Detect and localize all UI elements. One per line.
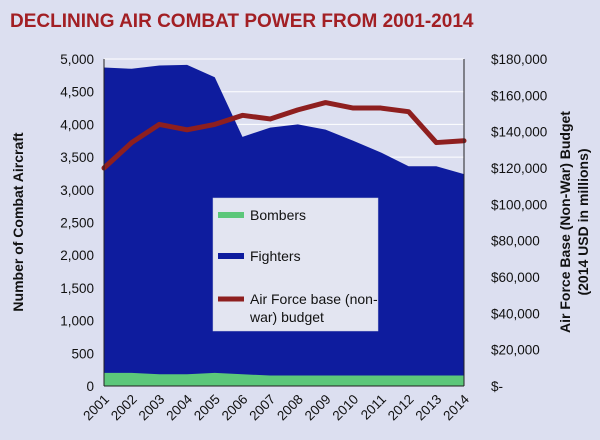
legend-label-budget-line1: Air Force base (non- bbox=[250, 291, 378, 307]
y2-axis-label-line2: (2014 USD in millions) bbox=[575, 148, 591, 295]
chart-title: DECLINING AIR COMBAT POWER FROM 2001-201… bbox=[10, 11, 474, 32]
x-tick-label: 2010 bbox=[329, 392, 361, 424]
x-tick-label: 2004 bbox=[163, 391, 195, 423]
y2-tick-label: $100,000 bbox=[491, 197, 547, 212]
y-tick-label: 1,500 bbox=[60, 281, 94, 296]
y-tick-label: 4,000 bbox=[60, 117, 94, 132]
y-tick-label: 4,500 bbox=[60, 85, 94, 100]
legend-label-bombers: Bombers bbox=[250, 207, 306, 223]
legend-swatch-fighters bbox=[218, 253, 244, 259]
x-tick-label: 2008 bbox=[274, 392, 306, 424]
x-tick-label: 2001 bbox=[80, 392, 112, 424]
x-tick-label: 2002 bbox=[108, 392, 140, 424]
x-tick-label: 2005 bbox=[191, 392, 223, 424]
y-tick-label: 3,000 bbox=[60, 183, 94, 198]
y-tick-label: 2,500 bbox=[60, 216, 94, 231]
y-tick-label: 0 bbox=[86, 379, 94, 394]
x-tick-label: 2009 bbox=[302, 392, 334, 424]
y2-axis-label-line1: Air Force Base (Non-War) Budget bbox=[557, 111, 573, 333]
x-tick-label: 2003 bbox=[136, 392, 168, 424]
y2-tick-label: $40,000 bbox=[491, 306, 540, 321]
y2-tick-label: $160,000 bbox=[491, 88, 547, 103]
y2-tick-label: $120,000 bbox=[491, 161, 547, 176]
y-axis-label: Number of Combat Aircraft bbox=[10, 132, 26, 312]
x-tick-label: 2013 bbox=[413, 392, 445, 424]
y2-tick-label: $20,000 bbox=[491, 343, 540, 358]
bombers-area bbox=[104, 372, 464, 386]
y-tick-label: 1,000 bbox=[60, 314, 94, 329]
y2-tick-label: $- bbox=[491, 379, 503, 394]
y2-tick-label: $80,000 bbox=[491, 234, 540, 249]
y-tick-label: 500 bbox=[71, 346, 94, 361]
y-tick-label: 5,000 bbox=[60, 52, 94, 67]
legend: Bombers Fighters Air Force base (non- wa… bbox=[212, 197, 379, 332]
y-tick-label: 3,500 bbox=[60, 150, 94, 165]
y2-tick-label: $60,000 bbox=[491, 270, 540, 285]
legend-box bbox=[212, 197, 379, 332]
x-tick-label: 2012 bbox=[385, 392, 417, 424]
plot-lines bbox=[101, 100, 467, 171]
legend-label-fighters: Fighters bbox=[250, 248, 301, 264]
x-tick-label: 2006 bbox=[219, 392, 251, 424]
x-tick-label: 2007 bbox=[246, 392, 278, 424]
y2-tick-label: $180,000 bbox=[491, 52, 547, 67]
legend-label-budget-line2: war) budget bbox=[249, 309, 324, 325]
y-tick-label: 2,000 bbox=[60, 248, 94, 263]
budget-line bbox=[101, 100, 467, 171]
x-tick-label: 2011 bbox=[358, 392, 389, 423]
legend-swatch-bombers bbox=[218, 212, 244, 218]
y2-tick-label: $140,000 bbox=[491, 125, 547, 140]
x-tick-label: 2014 bbox=[440, 391, 472, 423]
